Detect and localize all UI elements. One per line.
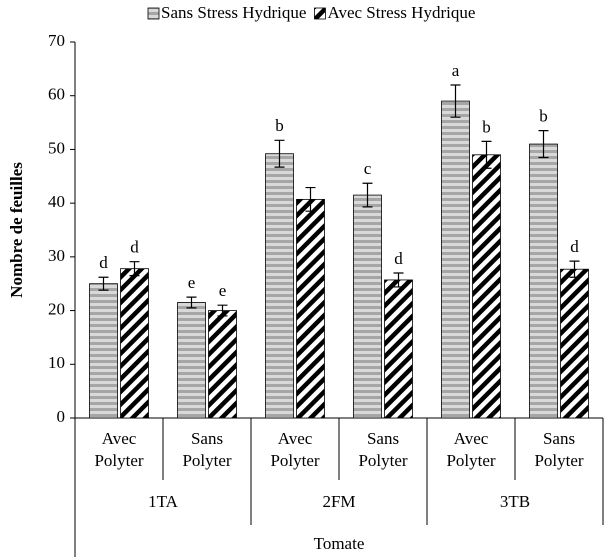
group-title: Tomate <box>314 534 365 553</box>
error-bar <box>305 186 316 212</box>
error-bar <box>450 84 461 118</box>
error-bar <box>274 139 285 168</box>
significance-label: d <box>394 249 403 268</box>
x-tick-label: Sans Polyter <box>534 429 584 470</box>
significance-label: b <box>482 117 491 136</box>
y-tick-label: 70 <box>48 31 65 50</box>
bar <box>120 268 149 419</box>
y-tick-label: 30 <box>48 246 65 265</box>
bar <box>208 310 237 419</box>
y-tick-label: 40 <box>48 192 65 211</box>
bar <box>296 198 325 419</box>
y-tick-label: 50 <box>48 138 65 157</box>
significance-label: d <box>130 238 139 257</box>
legend-label: Avec Stress Hydrique <box>327 3 475 22</box>
x-tick-label: Avec Polyter <box>94 429 144 470</box>
significance-label: c <box>364 159 372 178</box>
significance-label: d <box>570 237 579 256</box>
error-bar <box>362 182 373 208</box>
error-bar <box>538 130 549 159</box>
y-tick-label: 0 <box>57 407 66 426</box>
significance-label: e <box>188 273 196 292</box>
y-tick-label: 60 <box>48 85 65 104</box>
group-label: 3TB <box>500 492 530 511</box>
significance-label: b <box>539 107 548 126</box>
x-tick-label: Avec Polyter <box>270 429 320 470</box>
x-tick-label: Avec Polyter <box>446 429 496 470</box>
y-tick-label: 10 <box>48 353 65 372</box>
error-bar <box>569 260 580 278</box>
x-tick-label: Sans Polyter <box>182 429 232 470</box>
bar <box>177 302 206 419</box>
bar <box>472 154 501 419</box>
bar <box>89 283 118 419</box>
legend-label: Sans Stress Hydrique <box>161 3 306 22</box>
bar <box>353 194 382 419</box>
bar <box>560 268 589 419</box>
group-label: 2FM <box>322 492 355 511</box>
error-bar <box>186 296 197 309</box>
significance-label: d <box>99 253 108 272</box>
legend-swatch <box>314 7 326 20</box>
error-bar <box>98 276 109 291</box>
y-tick-label: 20 <box>48 299 65 318</box>
bar <box>265 153 294 419</box>
x-tick-label: Sans Polyter <box>358 429 408 470</box>
significance-label: a <box>452 61 460 80</box>
legend-swatch <box>147 7 160 20</box>
bar <box>441 100 470 419</box>
significance-label: b <box>275 116 284 135</box>
error-bar <box>481 140 492 169</box>
error-bar <box>129 261 140 277</box>
significance-label: e <box>219 281 227 300</box>
error-bar <box>217 304 228 317</box>
group-label: 1TA <box>148 492 179 511</box>
bar <box>529 143 558 419</box>
bar <box>384 279 413 419</box>
error-bar <box>393 272 404 288</box>
y-axis-label: Nombre de feuilles <box>7 162 26 298</box>
